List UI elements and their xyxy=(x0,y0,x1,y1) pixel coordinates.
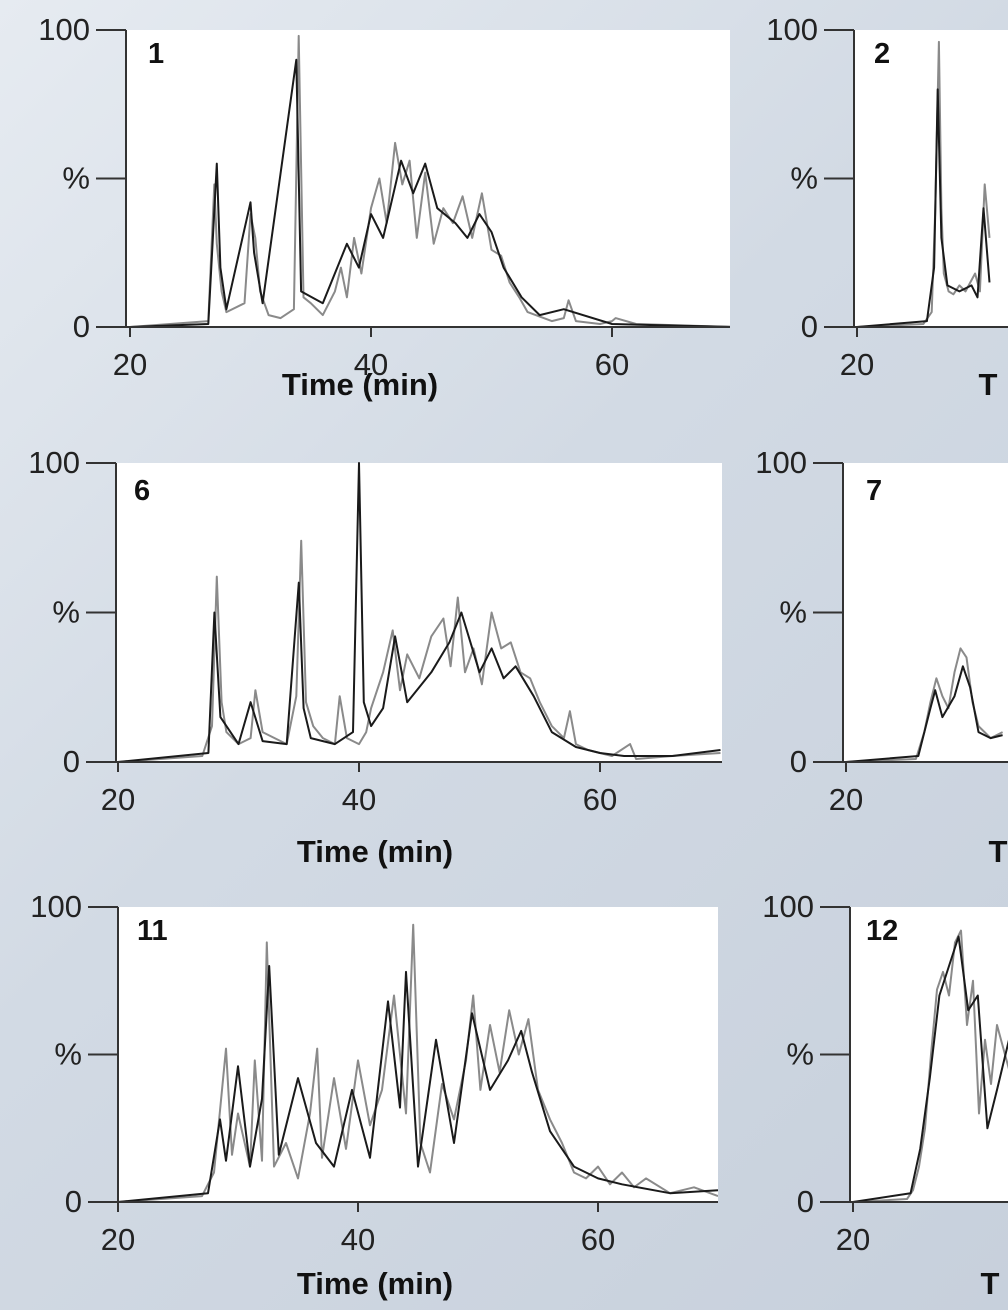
chromatogram-trace-light xyxy=(129,34,730,328)
plot-area xyxy=(126,30,730,327)
x-tick-label: 60 xyxy=(595,347,629,382)
plot-area xyxy=(854,30,1008,327)
y-tick-label: 100 xyxy=(762,889,814,924)
x-tick-label: 40 xyxy=(342,782,376,817)
y-tick-label: 100 xyxy=(766,12,818,47)
x-axis-title: T xyxy=(981,1266,1000,1301)
chromatogram-trace-dark xyxy=(129,58,730,328)
y-tick-label: 0 xyxy=(65,1184,82,1219)
panel-2: 100% 0 20 T 2 xyxy=(766,12,1008,402)
panel-number: 7 xyxy=(866,475,882,507)
y-tick-label: % xyxy=(62,161,90,196)
chromatogram-trace-light xyxy=(852,929,1008,1203)
y-tick-label: 0 xyxy=(73,309,90,344)
y-tick-label: 0 xyxy=(797,1184,814,1219)
chromatogram-trace-dark xyxy=(118,965,718,1203)
x-axis-title: Time (min) xyxy=(297,834,453,869)
y-tick-label: % xyxy=(54,1037,82,1072)
x-tick-label: 60 xyxy=(581,1222,615,1257)
y-tick-label: % xyxy=(52,595,80,630)
y-tick-label: 0 xyxy=(63,744,80,779)
x-axis-title: T xyxy=(979,367,998,402)
chromatogram-trace-dark xyxy=(845,665,1003,763)
x-tick-label: 20 xyxy=(836,1222,870,1257)
panel-1: 100% 0 20 40 60 Time (min) 1 xyxy=(38,12,730,402)
panel-7: 100% 0 20 T 7 xyxy=(755,445,1008,869)
panel-number: 2 xyxy=(874,38,890,70)
y-tick-label: 100 xyxy=(38,12,90,47)
y-tick-label: 0 xyxy=(790,744,807,779)
y-tick-label: 100 xyxy=(755,445,807,480)
y-tick-label: 100 xyxy=(28,445,80,480)
y-tick-label: 100 xyxy=(30,889,82,924)
panel-number: 12 xyxy=(866,915,898,947)
panel-number: 1 xyxy=(148,38,164,70)
x-tick-label: 20 xyxy=(113,347,147,382)
y-tick-label: % xyxy=(779,595,807,630)
x-axis-title: Time (min) xyxy=(297,1266,453,1301)
panel-11: 100% 0 20 40 60 Time (min) 11 xyxy=(30,889,718,1301)
x-tick-label: 20 xyxy=(840,347,874,382)
x-tick-label: 60 xyxy=(583,782,617,817)
y-tick-label: % xyxy=(786,1037,814,1072)
x-tick-label: 20 xyxy=(829,782,863,817)
panel-6: 100% 0 20 40 60 Time (min) 6 xyxy=(28,445,722,869)
chromatogram-trace-dark xyxy=(852,935,1008,1203)
chromatogram-trace-light xyxy=(117,539,721,763)
x-tick-label: 40 xyxy=(354,347,388,382)
x-tick-label: 20 xyxy=(101,782,135,817)
x-tick-label: 20 xyxy=(101,1222,135,1257)
panel-12: 100% 0 20 T 12 xyxy=(762,889,1008,1301)
y-tick-label: % xyxy=(790,161,818,196)
x-axis-title: Time (min) xyxy=(282,367,438,402)
panel-number: 6 xyxy=(134,475,150,507)
x-axis-title: T xyxy=(989,834,1008,869)
y-tick-label: 0 xyxy=(801,309,818,344)
plot-area xyxy=(116,463,722,762)
plot-area xyxy=(843,463,1008,762)
x-tick-label: 40 xyxy=(341,1222,375,1257)
chromatogram-trace-dark xyxy=(117,462,721,763)
panel-number: 11 xyxy=(137,915,168,947)
chromatogram-trace-dark xyxy=(856,88,991,328)
